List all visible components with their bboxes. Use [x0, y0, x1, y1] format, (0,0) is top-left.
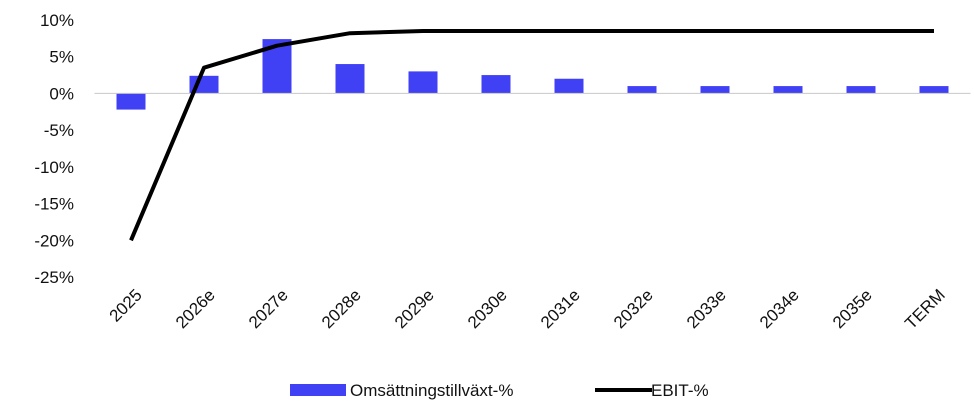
x-tick-label: 2028e — [318, 285, 365, 332]
bar — [408, 71, 438, 94]
bar — [846, 86, 876, 94]
bar-series-omsattningstillvaxt — [116, 39, 949, 110]
bar — [116, 93, 146, 110]
x-tick-label: 2033e — [683, 285, 730, 332]
legend-label-line: EBIT-% — [651, 381, 709, 400]
line-series-ebit — [129, 29, 934, 242]
y-tick-label: -25% — [34, 268, 74, 287]
x-tick-label: 2026e — [172, 285, 219, 332]
bar — [700, 86, 730, 94]
bar — [481, 75, 511, 94]
bar — [335, 64, 365, 94]
x-tick-label: TERM — [901, 285, 948, 332]
y-tick-label: 10% — [40, 11, 74, 30]
legend-swatch-bar — [290, 384, 346, 396]
bar — [554, 78, 584, 94]
y-tick-label: 5% — [49, 48, 74, 67]
x-tick-label: 2034e — [756, 285, 803, 332]
y-tick-label: -20% — [34, 231, 74, 250]
x-tick-label: 2031e — [537, 285, 584, 332]
y-tick-label: -10% — [34, 158, 74, 177]
x-tick-label: 2029e — [391, 285, 438, 332]
x-tick-label: 2025 — [106, 285, 146, 325]
y-tick-label: 0% — [49, 84, 74, 103]
x-tick-label: 2032e — [610, 285, 657, 332]
bar — [773, 86, 803, 94]
x-tick-label: 2030e — [464, 285, 511, 332]
legend-label-bar: Omsättningstillväxt-% — [350, 381, 513, 400]
y-tick-label: -15% — [34, 195, 74, 214]
legend: Omsättningstillväxt-% EBIT-% — [290, 381, 709, 400]
bar — [627, 86, 657, 94]
x-tick-label: 2035e — [829, 285, 876, 332]
x-tick-label: 2027e — [245, 285, 292, 332]
y-tick-label: -5% — [44, 121, 74, 140]
x-axis: 2025 2026e 2027e 2028e 2029e 2030e 2031e 2032e 2… — [106, 285, 949, 332]
y-axis: 10% 5% 0% -5% -10% -15% -20% -25% — [34, 11, 74, 287]
bar — [919, 86, 949, 94]
